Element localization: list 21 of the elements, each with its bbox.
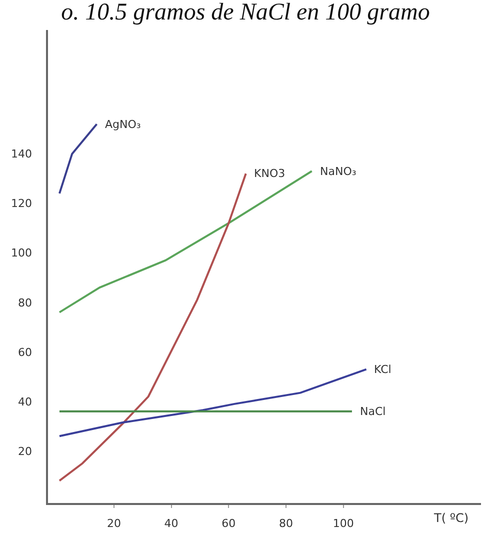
y-tick-label: 20 (18, 444, 32, 458)
y-tick-label: 60 (18, 346, 32, 359)
y-tick-label: 80 (18, 296, 32, 310)
x-tick-label: 80 (279, 516, 294, 530)
x-tick-label: 60 (222, 516, 236, 530)
y-tick-label: 140 (11, 148, 32, 161)
line-series (58, 170, 313, 314)
y-tick-label: 100 (11, 246, 32, 260)
series-label: NaCl (360, 405, 386, 418)
series-label: NaNO₃ (320, 165, 356, 178)
line-series (58, 172, 247, 482)
x-tick-label: 20 (106, 516, 121, 530)
chart-title: o. 10.5 gramos de NaCl en 100 gramo (61, 0, 430, 26)
series-label: KNO3 (254, 167, 286, 180)
x-tick-label: 40 (164, 516, 178, 530)
series-label: KCl (374, 363, 392, 376)
x-tick-label: 100 (332, 516, 354, 530)
x-axis-title: T( ºC) (433, 511, 469, 525)
series-label: AgNO₃ (105, 118, 141, 131)
y-tick-label: 120 (11, 197, 32, 210)
y-tick-label: 40 (18, 395, 32, 408)
